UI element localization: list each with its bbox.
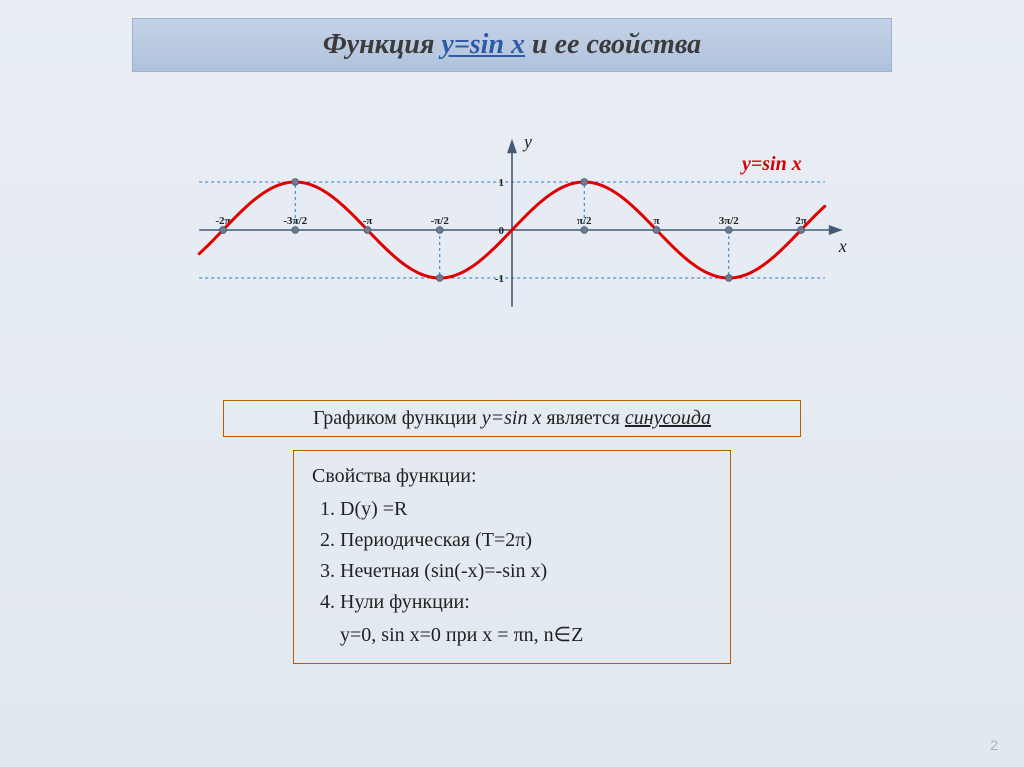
property-item: D(y) =R bbox=[340, 494, 712, 525]
property-item: Нули функции: bbox=[340, 587, 712, 618]
sine-chart: yx10-1-2π-3π/2-π-π/2π/2π3π/22πy=sin x bbox=[152, 100, 872, 365]
title-prefix: Функция bbox=[323, 29, 442, 60]
properties-list: D(y) =R Периодическая (T=2π) Нечетная (s… bbox=[340, 494, 712, 618]
page-number: 2 bbox=[990, 737, 998, 753]
caption-box: Графиком функции y=sin x является синусо… bbox=[223, 400, 801, 437]
properties-footer: y=0, sin x=0 при x = πn, n∈Z bbox=[340, 620, 712, 651]
property-item: Нечетная (sin(-x)=-sin x) bbox=[340, 556, 712, 587]
title-highlight: y=sin x bbox=[441, 29, 525, 60]
slide-title: Функция y=sin x и ее свойства bbox=[132, 18, 892, 72]
caption-pre: Графиком функции bbox=[313, 407, 482, 429]
svg-text:x: x bbox=[838, 236, 847, 256]
caption-term: синусоида bbox=[625, 407, 711, 429]
properties-box: Свойства функции: D(y) =R Периодическая … bbox=[293, 450, 731, 664]
properties-heading: Свойства функции: bbox=[312, 461, 712, 492]
svg-text:y=sin x: y=sin x bbox=[740, 153, 802, 175]
title-suffix: и ее свойства bbox=[525, 29, 701, 60]
svg-text:y: y bbox=[522, 132, 532, 152]
svg-text:π: π bbox=[653, 215, 659, 227]
caption-post: является bbox=[541, 407, 625, 429]
property-item: Периодическая (T=2π) bbox=[340, 525, 712, 556]
svg-text:1: 1 bbox=[499, 177, 505, 189]
caption-function: y=sin x bbox=[482, 407, 542, 429]
svg-text:0: 0 bbox=[499, 225, 505, 237]
svg-text:-1: -1 bbox=[495, 273, 504, 285]
svg-text:-π/2: -π/2 bbox=[431, 215, 450, 227]
svg-text:3π/2: 3π/2 bbox=[719, 215, 740, 227]
